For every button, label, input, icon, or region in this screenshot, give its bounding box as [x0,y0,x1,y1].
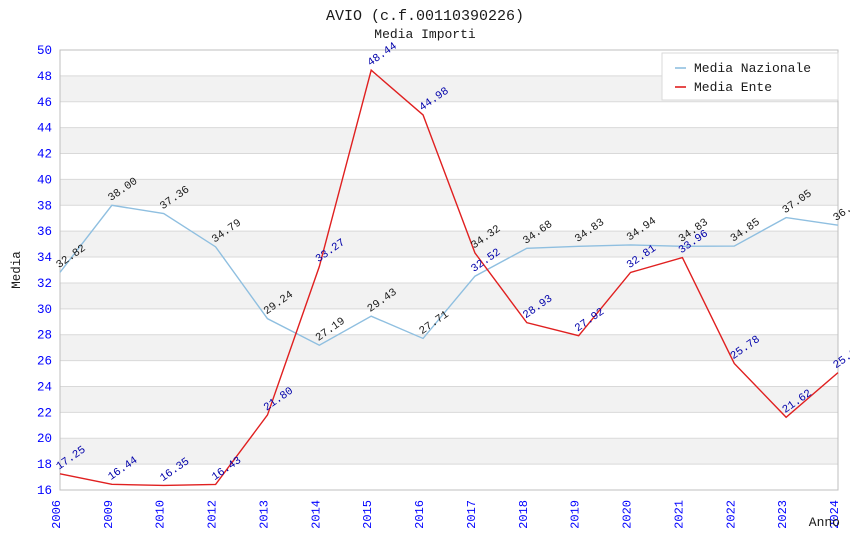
svg-text:28: 28 [37,329,52,343]
svg-text:42: 42 [37,148,52,162]
svg-text:Media: Media [10,251,24,289]
svg-text:Media Ente: Media Ente [694,80,772,95]
svg-text:2021: 2021 [672,500,686,529]
svg-text:30: 30 [37,303,52,317]
svg-text:50: 50 [37,44,52,58]
svg-text:48: 48 [37,70,52,84]
svg-text:Media Nazionale: Media Nazionale [694,61,811,76]
svg-text:2016: 2016 [413,500,427,529]
svg-text:2012: 2012 [206,500,220,529]
svg-text:24: 24 [37,380,52,394]
svg-text:38: 38 [37,199,52,213]
svg-text:2019: 2019 [569,500,583,529]
svg-text:26: 26 [37,355,52,369]
svg-text:2006: 2006 [50,500,64,529]
svg-text:2018: 2018 [517,500,531,529]
svg-text:2010: 2010 [154,500,168,529]
svg-text:44: 44 [37,122,52,136]
svg-text:20: 20 [37,432,52,446]
svg-text:32: 32 [37,277,52,291]
svg-text:2023: 2023 [776,500,790,529]
svg-text:36: 36 [37,225,52,239]
svg-text:18: 18 [37,458,52,472]
svg-text:16: 16 [37,484,52,498]
svg-text:22: 22 [37,406,52,420]
svg-text:34: 34 [37,251,52,265]
svg-text:2009: 2009 [102,500,116,529]
svg-text:2015: 2015 [361,500,375,529]
svg-text:2017: 2017 [465,500,479,529]
svg-text:46: 46 [37,96,52,110]
svg-text:Anno: Anno [809,515,840,530]
svg-text:2014: 2014 [309,500,323,529]
svg-text:2013: 2013 [257,500,271,529]
svg-text:40: 40 [37,173,52,187]
svg-text:2022: 2022 [724,500,738,529]
svg-text:2020: 2020 [621,500,635,529]
